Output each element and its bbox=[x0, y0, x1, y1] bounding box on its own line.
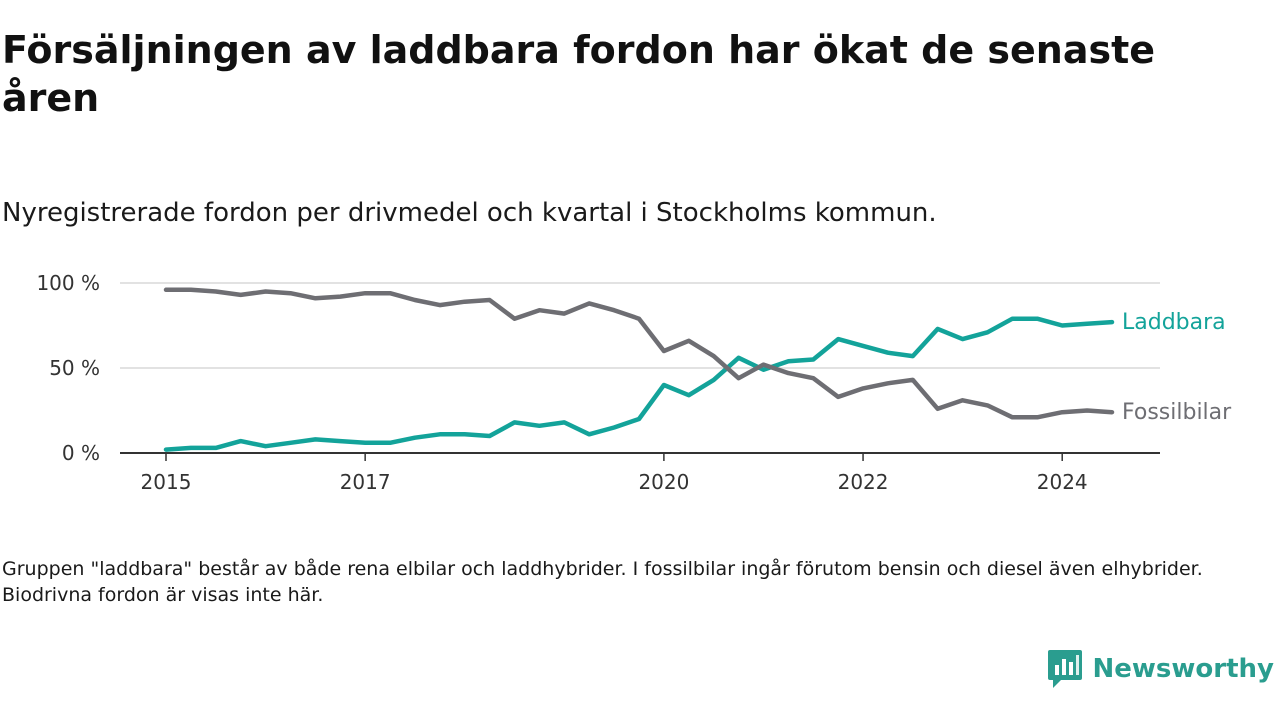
x-tick-label: 2022 bbox=[838, 470, 889, 494]
series-layer bbox=[163, 287, 1115, 452]
x-tick-label: 2015 bbox=[141, 470, 192, 494]
axis-layer: 0 % 50 % 100 % 2015 2017 2020 2022 2024 bbox=[36, 271, 1160, 494]
line-chart: 0 % 50 % 100 % 2015 2017 2020 2022 2024 Laddbar… bbox=[36, 271, 1232, 494]
grid-layer bbox=[120, 282, 1160, 369]
label-layer: Laddbara Fossilbilar bbox=[1122, 310, 1232, 425]
y-tick-label: 100 % bbox=[36, 271, 100, 295]
footnote: Gruppen "laddbara" består av både rena e… bbox=[2, 558, 1203, 606]
series-label-fossilbilar: Fossilbilar bbox=[1122, 400, 1232, 425]
x-tick-label: 2017 bbox=[340, 470, 391, 494]
series-line-laddbara bbox=[163, 316, 1115, 452]
x-tick-label: 2024 bbox=[1037, 470, 1088, 494]
brand-name: Newsworthy bbox=[1092, 654, 1274, 684]
y-tick-label: 50 % bbox=[49, 356, 100, 380]
brand-logo[interactable]: Newsworthy bbox=[1047, 648, 1274, 690]
series-line-fossilbilar bbox=[163, 287, 1115, 420]
chart-subtitle: Nyregistrerade fordon per drivmedel och … bbox=[2, 198, 937, 228]
chart-title: Försäljningen av laddbara fordon har öka… bbox=[2, 28, 1156, 120]
newsworthy-logo-icon bbox=[1047, 650, 1082, 688]
y-tick-label: 0 % bbox=[62, 441, 100, 465]
x-tick-label: 2020 bbox=[638, 470, 689, 494]
series-label-laddbara: Laddbara bbox=[1122, 310, 1226, 335]
